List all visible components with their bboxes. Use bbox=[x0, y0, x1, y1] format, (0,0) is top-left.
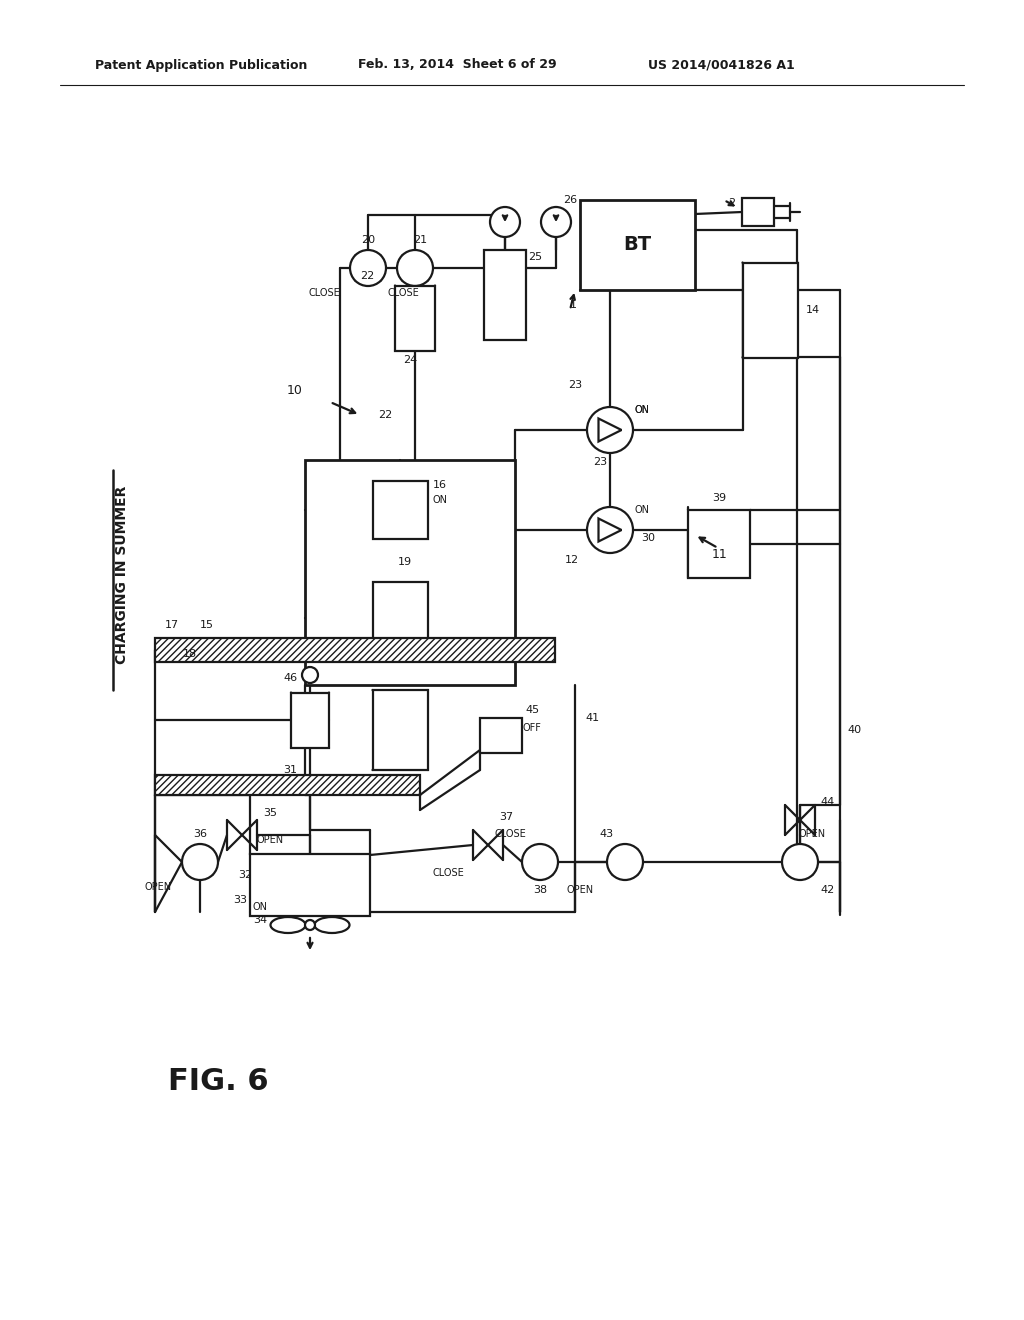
Text: CHARGING IN SUMMER: CHARGING IN SUMMER bbox=[115, 486, 129, 664]
Text: 26: 26 bbox=[563, 195, 578, 205]
Text: US 2014/0041826 A1: US 2014/0041826 A1 bbox=[648, 58, 795, 71]
Bar bbox=[484, 249, 526, 341]
Text: ON: ON bbox=[635, 405, 649, 414]
Text: 22: 22 bbox=[359, 271, 374, 281]
Bar bbox=[155, 638, 555, 663]
Text: CLOSE: CLOSE bbox=[432, 869, 464, 878]
Text: ON: ON bbox=[253, 902, 267, 912]
Ellipse shape bbox=[270, 917, 305, 933]
Text: 24: 24 bbox=[402, 355, 417, 366]
Text: 22: 22 bbox=[378, 411, 392, 420]
Text: 40: 40 bbox=[848, 725, 862, 735]
Circle shape bbox=[587, 507, 633, 553]
Text: 44: 44 bbox=[821, 797, 836, 807]
Bar bbox=[373, 582, 427, 653]
Bar bbox=[742, 263, 798, 358]
Text: FIG. 6: FIG. 6 bbox=[168, 1068, 268, 1097]
Bar bbox=[250, 854, 370, 916]
Text: ON: ON bbox=[635, 405, 649, 414]
Text: 23: 23 bbox=[568, 380, 582, 389]
Text: 21: 21 bbox=[413, 235, 427, 246]
Text: 33: 33 bbox=[233, 895, 247, 906]
Text: CLOSE: CLOSE bbox=[308, 288, 340, 298]
Text: CLOSE: CLOSE bbox=[495, 829, 526, 840]
Text: 34: 34 bbox=[253, 915, 267, 925]
Text: 36: 36 bbox=[193, 829, 207, 840]
Text: 38: 38 bbox=[532, 884, 547, 895]
Text: 10: 10 bbox=[287, 384, 303, 396]
Circle shape bbox=[541, 207, 571, 238]
Text: 19: 19 bbox=[398, 557, 412, 568]
Circle shape bbox=[350, 249, 386, 286]
Circle shape bbox=[305, 920, 315, 931]
Text: 46: 46 bbox=[283, 673, 297, 682]
Text: 43: 43 bbox=[600, 829, 614, 840]
Text: 39: 39 bbox=[712, 492, 726, 503]
Text: OPEN: OPEN bbox=[799, 829, 825, 840]
Circle shape bbox=[182, 843, 218, 880]
Text: 18: 18 bbox=[183, 649, 198, 659]
Polygon shape bbox=[598, 418, 622, 441]
Bar bbox=[742, 198, 774, 226]
Text: 31: 31 bbox=[283, 766, 297, 775]
Text: 14: 14 bbox=[806, 305, 820, 315]
Text: 32: 32 bbox=[238, 870, 252, 880]
Text: 20: 20 bbox=[360, 235, 375, 246]
Circle shape bbox=[522, 843, 558, 880]
Text: 1: 1 bbox=[569, 300, 577, 310]
Text: OPEN: OPEN bbox=[144, 882, 172, 892]
Text: BT: BT bbox=[624, 235, 651, 255]
Text: CLOSE: CLOSE bbox=[387, 288, 419, 298]
Bar bbox=[580, 201, 695, 290]
Circle shape bbox=[607, 843, 643, 880]
Text: 17: 17 bbox=[165, 620, 179, 630]
Circle shape bbox=[302, 667, 318, 682]
Text: 30: 30 bbox=[641, 533, 655, 543]
Bar bbox=[688, 510, 750, 578]
Text: OPEN: OPEN bbox=[566, 884, 594, 895]
Polygon shape bbox=[598, 519, 622, 541]
Circle shape bbox=[587, 407, 633, 453]
Text: 2: 2 bbox=[728, 198, 735, 209]
Text: 11: 11 bbox=[712, 549, 728, 561]
Text: ON: ON bbox=[635, 506, 649, 515]
Text: 37: 37 bbox=[499, 812, 513, 822]
Text: OFF: OFF bbox=[522, 723, 542, 733]
Text: 35: 35 bbox=[263, 808, 278, 818]
Bar bbox=[291, 693, 329, 747]
Circle shape bbox=[397, 249, 433, 286]
Bar bbox=[373, 690, 427, 770]
Text: Feb. 13, 2014  Sheet 6 of 29: Feb. 13, 2014 Sheet 6 of 29 bbox=[358, 58, 557, 71]
Bar bbox=[373, 480, 427, 539]
Text: Patent Application Publication: Patent Application Publication bbox=[95, 58, 307, 71]
Ellipse shape bbox=[314, 917, 349, 933]
Text: 41: 41 bbox=[585, 713, 599, 723]
Bar bbox=[480, 718, 522, 752]
Text: 15: 15 bbox=[200, 620, 214, 630]
Text: 45: 45 bbox=[525, 705, 539, 715]
Bar bbox=[305, 459, 515, 685]
Text: 42: 42 bbox=[821, 884, 836, 895]
Text: 12: 12 bbox=[565, 554, 579, 565]
Text: 16: 16 bbox=[433, 480, 447, 490]
Text: 25: 25 bbox=[528, 252, 542, 261]
Text: 23: 23 bbox=[593, 457, 607, 467]
Bar bbox=[155, 775, 420, 795]
Bar bbox=[395, 285, 435, 351]
Text: ON: ON bbox=[432, 495, 447, 506]
Circle shape bbox=[490, 207, 520, 238]
Text: OPEN: OPEN bbox=[256, 836, 284, 845]
Circle shape bbox=[782, 843, 818, 880]
